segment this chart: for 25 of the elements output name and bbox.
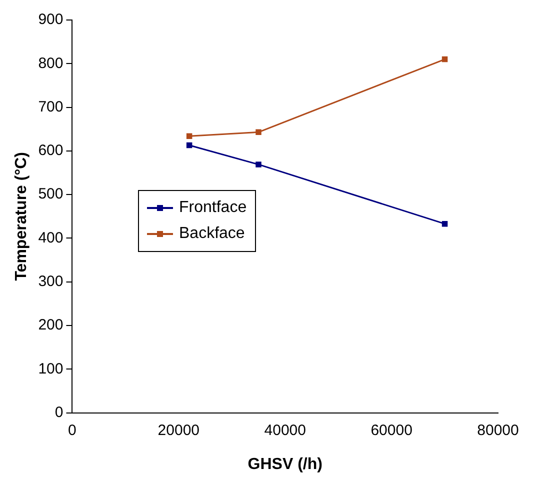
y-tick-label: 700 [38, 98, 64, 116]
x-tick-label: 0 [68, 422, 76, 439]
y-tick-label: 300 [38, 273, 64, 290]
y-tick-label: 200 [38, 316, 64, 334]
y-axis-title: Temperature (°C) [13, 152, 30, 281]
y-tick-label: 900 [38, 11, 64, 28]
legend-label: Frontface [179, 198, 247, 218]
x-tick-label: 80000 [477, 422, 519, 439]
point [442, 56, 448, 62]
point [256, 129, 262, 136]
x-axis-title: GHSV (/h) [248, 456, 322, 473]
point [256, 162, 262, 168]
x-tick-label: 40000 [264, 422, 306, 439]
point [186, 133, 192, 139]
x-tick-label: 60000 [370, 422, 412, 439]
legend-label: Backface [179, 224, 245, 244]
y-tick-label: 0 [54, 404, 64, 421]
point [186, 142, 192, 148]
y-tick-label: 400 [38, 229, 64, 246]
y-tick-label: 100 [38, 360, 64, 378]
x-tick-label: 20000 [158, 422, 200, 439]
point [442, 220, 448, 227]
y-tick-label: 500 [38, 186, 64, 203]
y-tick-label: 600 [38, 142, 64, 160]
y-tick-label: 800 [38, 54, 64, 72]
